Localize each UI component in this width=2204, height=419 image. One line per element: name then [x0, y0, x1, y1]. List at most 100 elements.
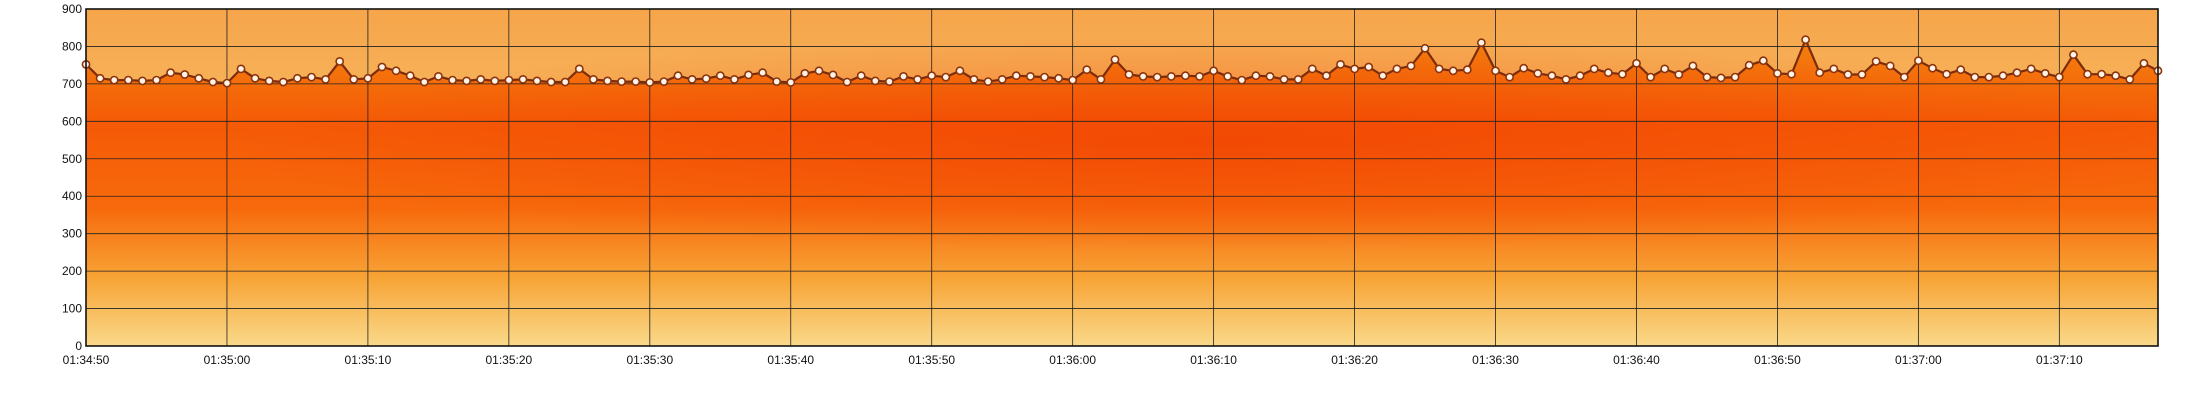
data-point	[927, 71, 937, 81]
data-point	[1730, 72, 1740, 82]
data-point	[504, 75, 514, 85]
data-point	[574, 64, 584, 74]
data-point	[1519, 63, 1529, 73]
x-tick-label: 01:35:50	[908, 353, 955, 367]
data-point	[1984, 72, 1994, 82]
data-point	[1181, 71, 1190, 81]
data-point	[1589, 64, 1599, 74]
data-point	[1970, 72, 1980, 82]
data-point	[1547, 71, 1557, 81]
y-tick-label: 500	[62, 152, 82, 166]
data-point	[885, 77, 894, 86]
x-tick-label: 01:35:30	[626, 353, 673, 367]
plot-area	[81, 8, 2163, 347]
data-point	[1293, 75, 1303, 84]
data-point	[1223, 72, 1233, 81]
data-point	[377, 62, 387, 72]
data-point	[631, 77, 641, 86]
data-point	[913, 75, 922, 84]
data-point	[1152, 72, 1162, 82]
data-point	[1632, 58, 1641, 68]
data-point	[744, 70, 753, 80]
data-point	[1688, 61, 1698, 71]
data-point	[1575, 71, 1585, 81]
data-point	[1378, 71, 1388, 81]
y-tick-label: 700	[62, 77, 82, 91]
data-point	[546, 77, 556, 87]
data-point	[1209, 66, 1218, 76]
data-point	[1096, 75, 1106, 84]
data-point	[1392, 64, 1402, 74]
data-point	[1082, 65, 1092, 75]
data-point	[701, 74, 711, 83]
data-point	[1477, 38, 1486, 48]
data-point	[1618, 69, 1627, 79]
data-point	[462, 76, 471, 86]
data-point	[1956, 65, 1966, 75]
data-point	[1279, 75, 1289, 84]
x-axis: 01:34:50 01:35:00 01:35:10 01:35:20 01:35:30…	[63, 353, 2083, 367]
data-point	[2111, 71, 2121, 81]
data-point	[1702, 72, 1712, 82]
x-tick-label: 01:36:10	[1190, 353, 1237, 367]
data-point	[715, 71, 725, 81]
y-tick-label: 600	[62, 114, 82, 128]
series-points	[81, 35, 2163, 88]
x-tick-label: 01:35:20	[485, 353, 532, 367]
data-point	[603, 76, 612, 86]
x-tick-label: 01:35:10	[345, 353, 392, 367]
x-tick-label: 01:36:50	[1754, 353, 1801, 367]
data-point	[1716, 73, 1726, 83]
data-point	[1265, 72, 1275, 81]
data-point	[1237, 75, 1247, 85]
x-tick-label: 01:37:10	[2036, 353, 2083, 367]
y-axis: 0 100 200 300 400 500 600 700 800 900	[62, 2, 82, 353]
data-point	[983, 77, 993, 86]
data-point	[1350, 64, 1359, 74]
data-point	[1561, 75, 1571, 84]
data-point	[1773, 69, 1782, 78]
data-point	[1660, 64, 1670, 74]
data-point	[1998, 71, 2008, 81]
data-point	[2139, 58, 2149, 68]
x-tick-label: 01:37:00	[1895, 353, 1942, 367]
data-point	[2125, 75, 2135, 84]
data-point	[1448, 66, 1458, 76]
data-point	[1040, 72, 1049, 82]
data-point	[687, 75, 697, 84]
y-tick-label: 800	[62, 39, 82, 53]
data-point	[278, 77, 288, 87]
data-point	[1533, 69, 1543, 78]
data-point	[645, 78, 655, 87]
data-point	[814, 66, 824, 76]
y-tick-label: 200	[62, 264, 82, 278]
data-point	[419, 77, 429, 87]
data-point	[899, 72, 908, 81]
data-point	[1899, 72, 1909, 82]
data-point	[2083, 69, 2092, 79]
data-point	[2068, 50, 2078, 60]
data-point	[321, 75, 330, 84]
data-point	[95, 73, 105, 83]
data-point	[1914, 56, 1923, 66]
data-point	[955, 66, 965, 76]
data-point	[152, 75, 161, 85]
data-point	[758, 68, 767, 78]
data-point	[1491, 66, 1500, 76]
data-point	[856, 71, 866, 81]
data-point	[1871, 57, 1881, 66]
data-point	[292, 73, 302, 83]
data-point	[1336, 60, 1345, 69]
data-point	[1603, 68, 1613, 78]
data-point	[194, 73, 204, 83]
data-point	[1928, 63, 1937, 73]
data-point	[1674, 70, 1684, 79]
data-point	[1815, 68, 1825, 78]
data-point	[1068, 75, 1078, 85]
data-point	[490, 76, 500, 86]
data-point	[842, 77, 852, 87]
data-point	[1364, 62, 1374, 72]
data-point	[1505, 72, 1514, 82]
data-point	[307, 72, 316, 82]
